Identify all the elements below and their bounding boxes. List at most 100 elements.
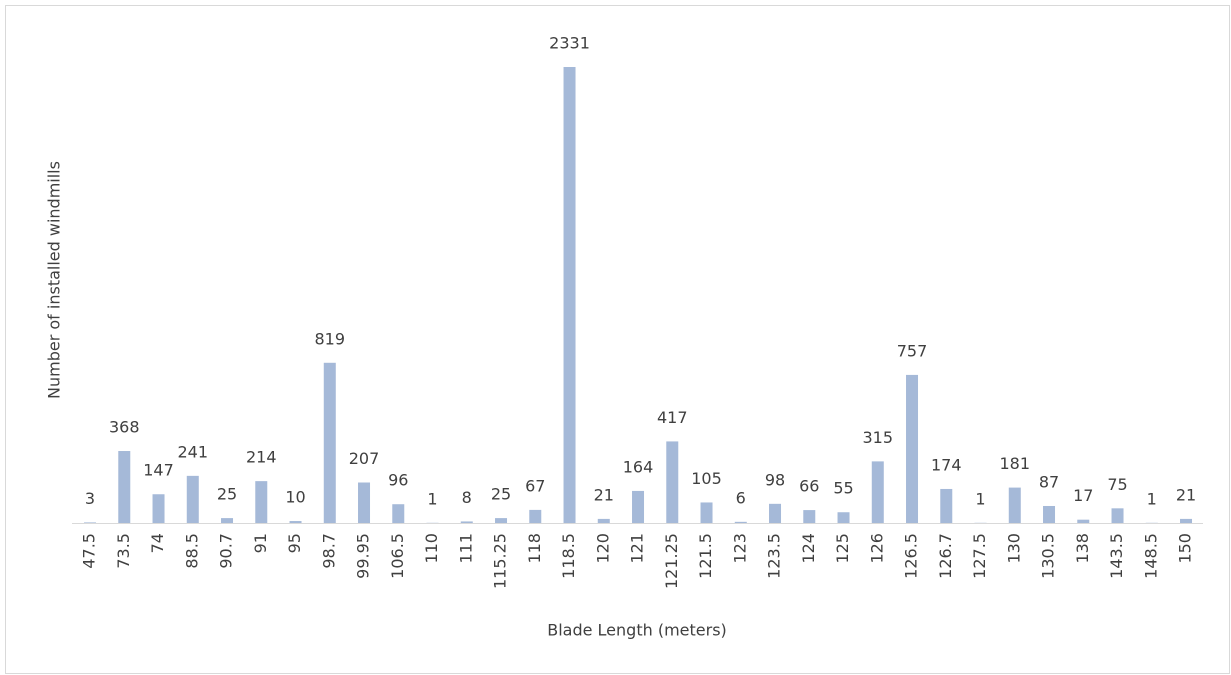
data-label: 25 — [491, 485, 511, 504]
data-label: 819 — [315, 329, 346, 348]
x-tick-label: 121.25 — [662, 533, 681, 589]
x-tick-label: 115.25 — [491, 533, 510, 589]
x-tick-label: 47.5 — [80, 533, 99, 569]
bar — [460, 521, 473, 523]
data-label: 8 — [462, 488, 472, 507]
x-tick-label: 91 — [251, 533, 270, 553]
x-tick-label: 123.5 — [765, 533, 784, 579]
bar — [289, 521, 302, 523]
x-tick-label: 127.5 — [970, 533, 989, 579]
data-label: 368 — [109, 418, 140, 437]
bar — [666, 441, 679, 523]
x-tick-label: 123 — [730, 533, 749, 564]
x-tick-label: 88.5 — [182, 533, 201, 569]
x-tick-label: 118 — [525, 533, 544, 564]
bar — [563, 67, 576, 523]
x-tick-label: 121 — [628, 533, 647, 564]
bar — [837, 512, 850, 523]
x-axis-title: Blade Length (meters) — [547, 621, 727, 640]
data-label: 66 — [799, 477, 819, 496]
x-tick-label: 111 — [456, 533, 475, 564]
x-tick-label: 150 — [1176, 533, 1195, 564]
x-tick-label: 118.5 — [559, 533, 578, 579]
data-label: 417 — [657, 408, 688, 427]
x-tick-label: 120 — [593, 533, 612, 564]
bar — [323, 362, 336, 523]
data-label: 25 — [217, 485, 237, 504]
data-label: 181 — [1000, 454, 1031, 473]
data-label: 17 — [1073, 486, 1093, 505]
data-label: 207 — [349, 449, 380, 468]
data-label: 75 — [1107, 475, 1127, 494]
x-tick-label: 126.7 — [936, 533, 955, 579]
y-axis-title: Number of installed windmills — [45, 161, 64, 399]
bar — [358, 482, 371, 523]
data-label: 67 — [525, 476, 545, 495]
chart-border — [5, 5, 1230, 674]
data-label: 241 — [178, 442, 209, 461]
bar — [392, 504, 405, 523]
bar — [803, 510, 816, 523]
data-label: 174 — [931, 455, 962, 474]
x-tick-label: 138 — [1073, 533, 1092, 564]
x-tick-label: 130 — [1004, 533, 1023, 564]
data-label: 105 — [691, 469, 722, 488]
bar — [495, 518, 508, 523]
data-label: 55 — [833, 479, 853, 498]
bar — [1180, 518, 1193, 523]
bar — [84, 522, 97, 523]
data-label: 315 — [863, 428, 894, 447]
bar — [940, 488, 953, 523]
data-label: 214 — [246, 448, 277, 467]
x-tick-label: 130.5 — [1039, 533, 1058, 579]
x-tick-label: 143.5 — [1107, 533, 1126, 579]
data-label: 164 — [623, 457, 654, 476]
x-tick-label: 148.5 — [1141, 533, 1160, 579]
bar — [152, 494, 165, 523]
x-tick-label: 95 — [285, 533, 304, 553]
x-tick-label: 124 — [799, 533, 818, 564]
bar — [871, 461, 884, 523]
bar — [221, 518, 234, 523]
bar — [632, 490, 645, 523]
data-label: 1 — [975, 489, 985, 508]
data-label: 87 — [1039, 472, 1059, 491]
x-tick-label: 121.5 — [696, 533, 715, 579]
data-label: 2331 — [549, 34, 590, 53]
x-tick-label: 90.7 — [217, 533, 236, 569]
data-label: 21 — [1176, 485, 1196, 504]
bar — [769, 503, 782, 523]
x-tick-label: 125 — [833, 533, 852, 564]
bar — [1111, 508, 1124, 523]
bar — [1008, 487, 1021, 523]
data-label: 757 — [897, 341, 928, 360]
data-label: 3 — [85, 489, 95, 508]
bar — [906, 374, 919, 523]
bar — [597, 518, 610, 523]
bar — [1043, 505, 1056, 523]
data-label: 21 — [594, 485, 614, 504]
bar — [255, 481, 268, 523]
bar — [186, 475, 199, 523]
data-label: 1 — [427, 489, 437, 508]
x-tick-label: 110 — [422, 533, 441, 564]
data-label: 98 — [765, 470, 785, 489]
x-tick-label: 126 — [867, 533, 886, 564]
data-label: 96 — [388, 471, 408, 490]
x-tick-label: 106.5 — [388, 533, 407, 579]
bar — [734, 521, 747, 523]
x-tick-label: 98.7 — [319, 533, 338, 569]
x-tick-label: 74 — [148, 533, 167, 553]
bar — [529, 509, 542, 523]
bar — [1077, 519, 1090, 523]
bar — [118, 451, 131, 523]
bar — [700, 502, 713, 523]
x-tick-label: 73.5 — [114, 533, 133, 569]
data-label: 6 — [736, 488, 746, 507]
x-tick-label: 99.95 — [354, 533, 373, 579]
data-label: 1 — [1147, 489, 1157, 508]
data-label: 10 — [285, 488, 305, 507]
data-label: 147 — [143, 461, 174, 480]
